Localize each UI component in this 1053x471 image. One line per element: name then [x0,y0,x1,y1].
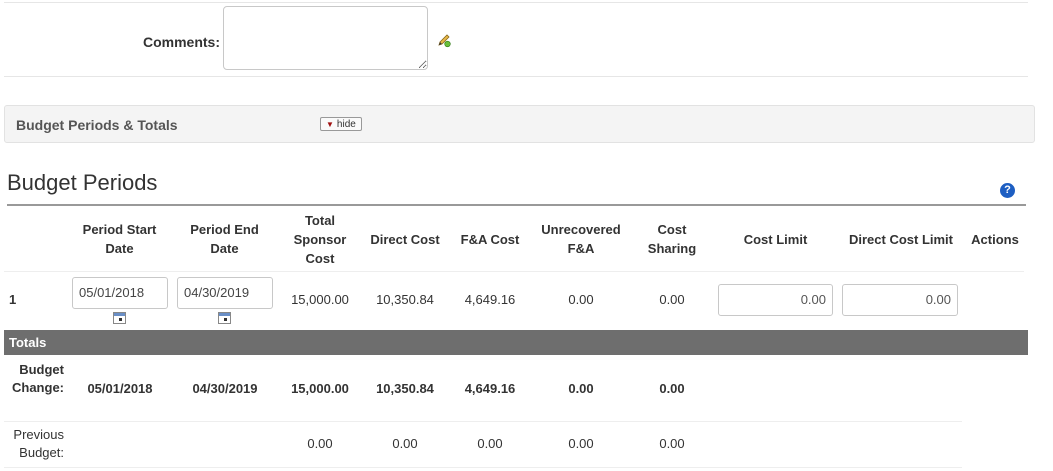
calendar-icon[interactable] [113,312,126,324]
header-actions: Actions [971,232,1019,247]
header-unrecovered-fa: Unrecovered F&A [541,222,621,256]
period-start-date-input[interactable]: 05/01/2018 [72,277,168,309]
budget-periods-title: Budget Periods [7,170,158,195]
unrecovered-fa-value: 0.00 [568,292,594,307]
help-icon[interactable]: ? [1000,183,1015,198]
period-number: 1 [9,292,17,307]
budget-change-total-sponsor: 15,000.00 [291,381,349,396]
previous-budget-label: Previous Budget: [13,427,64,460]
header-period-start: Period Start Date [82,222,157,256]
bottom-separator [4,467,962,468]
header-direct-cost: Direct Cost [370,232,440,247]
header-period-end: Period End Date [190,222,259,256]
comments-textarea[interactable] [223,6,428,70]
previous-cost-sharing: 0.00 [659,436,685,451]
fa-cost-value: 4,649.16 [464,292,516,307]
cost-sharing-value: 0.00 [659,292,685,307]
hide-button[interactable]: ▼ hide [320,117,362,131]
budget-change-start-date: 05/01/2018 [87,381,153,396]
title-rule [7,204,1026,206]
previous-fa-cost: 0.00 [477,436,503,451]
budget-change-unrecovered: 0.00 [568,381,594,396]
caret-down-icon: ▼ [326,120,334,129]
budget-change-end-date: 04/30/2019 [192,381,258,396]
previous-total-sponsor: 0.00 [307,436,333,451]
budget-change-direct-cost: 10,350.84 [376,381,434,396]
budget-change-cost-sharing: 0.00 [659,381,685,396]
header-total-sponsor-cost: Total Sponsor Cost [293,213,347,266]
budget-change-label: Budget Change: [12,362,64,395]
header-fa-cost: F&A Cost [460,232,520,247]
header-cost-limit: Cost Limit [743,232,808,247]
totals-label: Totals [9,335,47,350]
header-separator [4,271,1024,272]
direct-cost-limit-input[interactable]: 0.00 [842,284,958,316]
header-cost-sharing: Cost Sharing [647,222,697,256]
previous-direct-cost: 0.00 [392,436,418,451]
budget-periods-totals-section: Budget Periods & Totals ▼ hide [4,105,1035,143]
cost-limit-input[interactable]: 0.00 [718,284,833,316]
direct-cost-value: 10,350.84 [376,292,434,307]
section-title: Budget Periods & Totals [16,117,178,133]
totals-header-bar: Totals [4,330,1028,355]
comments-label: Comments: [143,34,221,50]
budget-change-fa-cost: 4,649.16 [464,381,516,396]
period-end-date-input[interactable]: 04/30/2019 [177,277,273,309]
hide-label: hide [336,119,356,130]
comments-row: Comments: [4,4,1028,77]
top-divider [4,2,1028,3]
total-sponsor-cost-value: 15,000.00 [291,292,349,307]
totals-separator [4,421,962,422]
edit-pencil-icon[interactable] [436,32,452,48]
header-direct-cost-limit: Direct Cost Limit [848,232,953,247]
calendar-icon[interactable] [218,312,231,324]
previous-unrecovered: 0.00 [568,436,594,451]
